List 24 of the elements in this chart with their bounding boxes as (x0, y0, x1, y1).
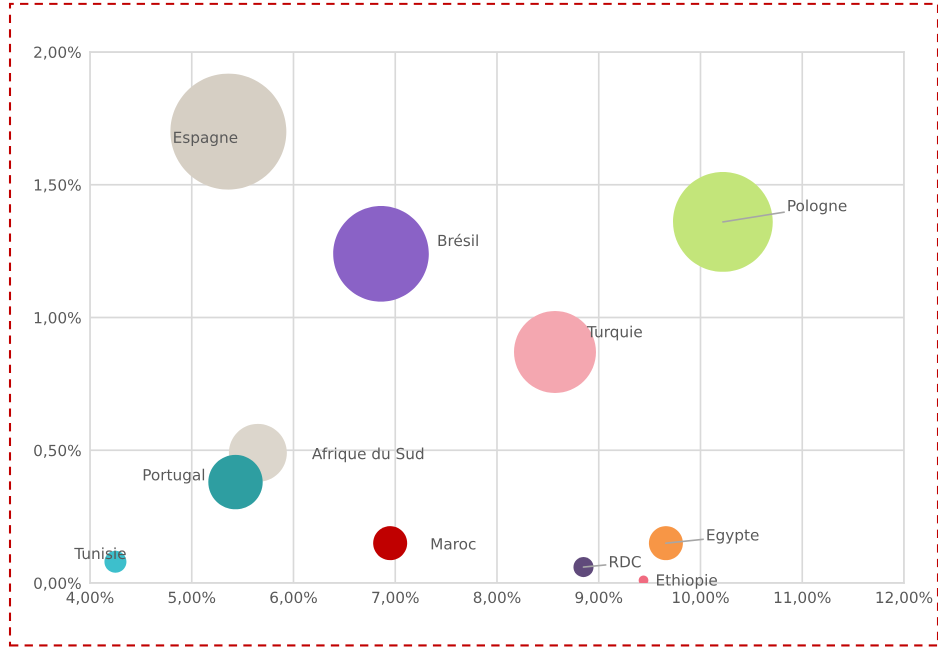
y-tick-label: 2,00% (34, 46, 81, 60)
series-label: Afrique du Sud (312, 448, 424, 462)
x-tick-label: 9,00% (575, 592, 622, 605)
x-tick-label: 11,00% (774, 592, 831, 605)
series-label: Espagne (174, 132, 238, 146)
x-tick-label: 8,00% (474, 592, 520, 605)
x-tick-label: 10,00% (673, 592, 729, 605)
x-tick-label: 5,00% (168, 592, 216, 605)
series-label: RDC (610, 556, 641, 568)
series-label: Maroc (432, 538, 476, 550)
y-tick-label: 1,50% (34, 179, 81, 192)
series-label: Brésil (438, 234, 478, 246)
y-tick-label: 0,00% (34, 577, 81, 591)
x-tick-label: 7,00% (372, 592, 419, 605)
series-label: Pologne (788, 200, 846, 214)
series-label: Turquie (586, 326, 642, 340)
x-tick-label: 12,00% (876, 592, 932, 605)
y-tick-label: 0,50% (34, 444, 81, 458)
x-tick-label: 4,00% (66, 592, 114, 605)
series-label: Ethiopie (657, 574, 717, 589)
series-label: Portugal (144, 468, 204, 484)
x-tick-label: 6,00% (270, 592, 317, 605)
series-label: Egypte (707, 529, 759, 544)
y-tick-label: 1,00% (34, 312, 81, 326)
